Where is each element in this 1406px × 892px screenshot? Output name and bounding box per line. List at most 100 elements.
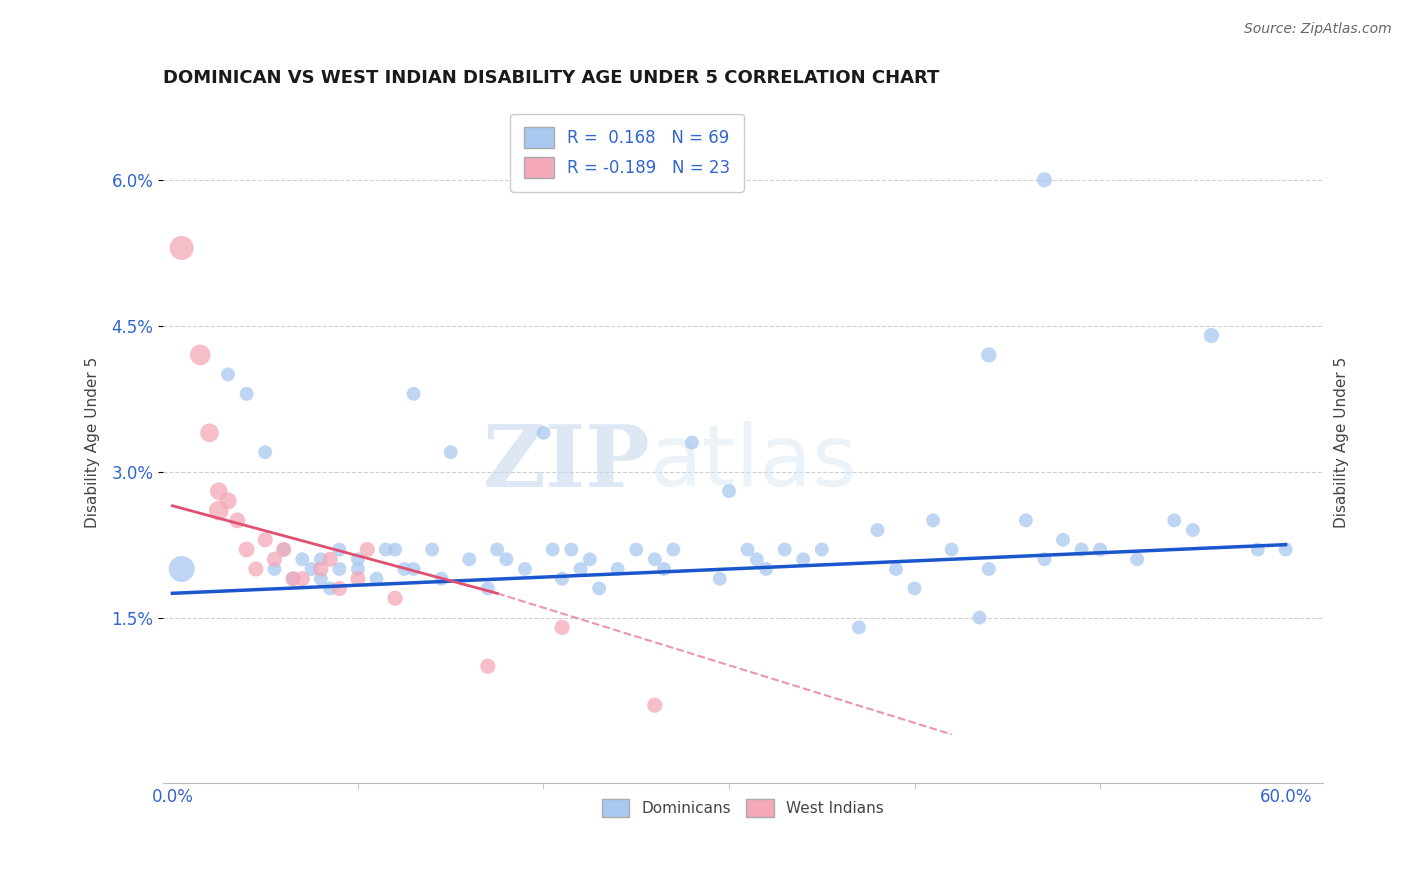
Point <box>977 348 1000 362</box>
Point <box>513 562 536 576</box>
Point <box>1126 552 1149 566</box>
Point <box>384 591 406 606</box>
Y-axis label: Disability Age Under 5: Disability Age Under 5 <box>1334 357 1348 528</box>
Point <box>745 552 768 566</box>
Text: atlas: atlas <box>650 421 858 505</box>
Point <box>903 582 925 596</box>
Point <box>1274 542 1296 557</box>
Point <box>273 542 295 557</box>
Point <box>477 582 499 596</box>
Point <box>301 562 323 576</box>
Point <box>866 523 889 537</box>
Point <box>347 572 370 586</box>
Point <box>217 368 239 382</box>
Point <box>170 241 193 255</box>
Point <box>560 542 582 557</box>
Text: ZIP: ZIP <box>482 421 650 505</box>
Point <box>662 542 685 557</box>
Point <box>1033 552 1056 566</box>
Point <box>717 484 740 499</box>
Point <box>309 552 332 566</box>
Point <box>402 387 425 401</box>
Point <box>1181 523 1204 537</box>
Point <box>188 348 211 362</box>
Point <box>281 572 304 586</box>
Point <box>588 582 610 596</box>
Point <box>1015 513 1038 527</box>
Text: DOMINICAN VS WEST INDIAN DISABILITY AGE UNDER 5 CORRELATION CHART: DOMINICAN VS WEST INDIAN DISABILITY AGE … <box>163 69 939 87</box>
Point <box>374 542 396 557</box>
Point <box>273 542 295 557</box>
Point <box>245 562 267 576</box>
Point <box>226 513 249 527</box>
Point <box>319 552 342 566</box>
Point <box>1247 542 1270 557</box>
Point <box>579 552 602 566</box>
Point <box>541 542 564 557</box>
Point <box>328 562 350 576</box>
Point <box>254 533 277 547</box>
Point <box>235 542 257 557</box>
Point <box>569 562 592 576</box>
Point <box>291 552 314 566</box>
Point <box>1088 542 1111 557</box>
Point <box>430 572 453 586</box>
Point <box>737 542 759 557</box>
Point <box>328 542 350 557</box>
Point <box>420 542 443 557</box>
Point <box>356 542 378 557</box>
Point <box>1070 542 1092 557</box>
Point <box>235 387 257 401</box>
Point <box>755 562 778 576</box>
Point <box>644 552 666 566</box>
Point <box>347 552 370 566</box>
Point <box>402 562 425 576</box>
Point <box>884 562 907 576</box>
Point <box>384 542 406 557</box>
Point <box>309 572 332 586</box>
Point <box>217 494 239 508</box>
Point <box>366 572 388 586</box>
Point <box>773 542 796 557</box>
Point <box>551 572 574 586</box>
Point <box>254 445 277 459</box>
Y-axis label: Disability Age Under 5: Disability Age Under 5 <box>86 357 100 528</box>
Point <box>394 562 416 576</box>
Point <box>208 503 231 517</box>
Point <box>486 542 509 557</box>
Point <box>291 572 314 586</box>
Point <box>198 425 221 440</box>
Point <box>263 552 285 566</box>
Point <box>644 698 666 713</box>
Point <box>263 562 285 576</box>
Point <box>626 542 648 557</box>
Point <box>309 562 332 576</box>
Point <box>977 562 1000 576</box>
Point <box>681 435 703 450</box>
Point <box>281 572 304 586</box>
Point <box>1163 513 1185 527</box>
Legend: Dominicans, West Indians: Dominicans, West Indians <box>596 793 890 823</box>
Text: Source: ZipAtlas.com: Source: ZipAtlas.com <box>1244 22 1392 37</box>
Point <box>1201 328 1223 343</box>
Point <box>1033 173 1056 187</box>
Point <box>848 620 870 634</box>
Point <box>458 552 481 566</box>
Point <box>810 542 832 557</box>
Point <box>969 610 991 624</box>
Point <box>922 513 945 527</box>
Point <box>606 562 628 576</box>
Point <box>533 425 555 440</box>
Point <box>208 484 231 499</box>
Point <box>941 542 963 557</box>
Point <box>792 552 814 566</box>
Point <box>440 445 463 459</box>
Point <box>319 582 342 596</box>
Point <box>709 572 731 586</box>
Point <box>1052 533 1074 547</box>
Point <box>495 552 517 566</box>
Point <box>347 562 370 576</box>
Point <box>328 582 350 596</box>
Point <box>652 562 675 576</box>
Point <box>551 620 574 634</box>
